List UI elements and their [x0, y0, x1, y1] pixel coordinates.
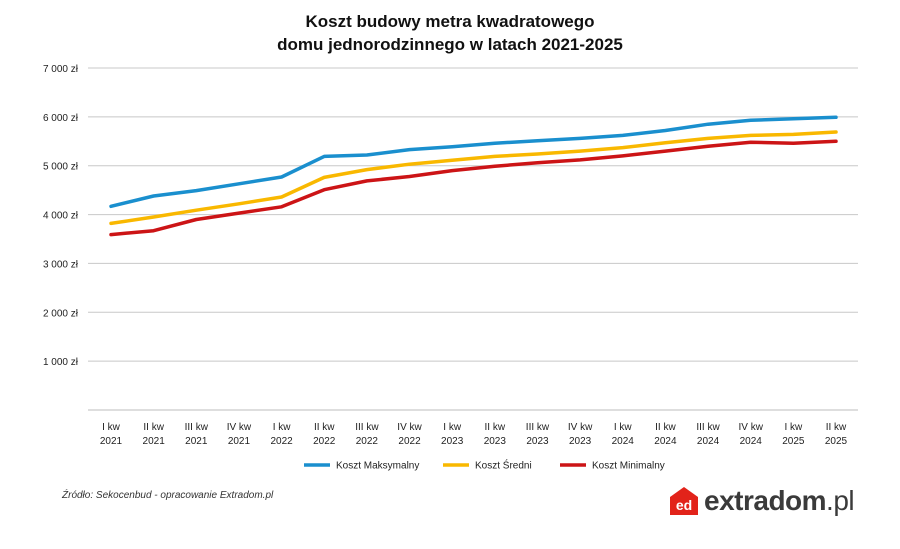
x-tick-label-year: 2025 — [782, 436, 805, 447]
x-tick-label-quarter: I kw — [273, 422, 292, 433]
series-line-max — [109, 115, 838, 209]
series-lines — [109, 115, 838, 237]
legend-label: Koszt Średni — [475, 459, 532, 472]
y-tick-label: 2 000 zł — [43, 308, 79, 319]
y-tick-label: 6 000 zł — [43, 113, 79, 124]
x-tick-label-quarter: I kw — [443, 422, 462, 433]
y-tick-label: 3 000 zł — [43, 259, 79, 270]
y-tick-label: 4 000 zł — [43, 211, 79, 222]
y-tick-label: 5 000 zł — [43, 162, 79, 173]
x-tick-label-year: 2024 — [612, 436, 635, 447]
x-tick-label-year: 2024 — [697, 436, 720, 447]
series-line-avg — [109, 130, 838, 226]
x-tick-label-quarter: II kw — [485, 422, 506, 433]
x-tick-label-year: 2022 — [270, 436, 293, 447]
x-tick-label-quarter: IV kw — [227, 422, 252, 433]
x-tick-label-year: 2022 — [398, 436, 421, 447]
legend-label: Koszt Maksymalny — [336, 461, 419, 472]
logo-wordmark: extradom.pl — [704, 485, 855, 517]
x-tick-label-year: 2021 — [143, 436, 166, 447]
x-tick-label-quarter: I kw — [614, 422, 633, 433]
x-tick-label-year: 2021 — [228, 436, 251, 447]
x-tick-label-quarter: IV kw — [568, 422, 593, 433]
x-tick-label-quarter: II kw — [826, 422, 847, 433]
x-tick-label-quarter: IV kw — [738, 422, 763, 433]
logo-badge-text: ed — [676, 497, 692, 513]
chart-title: Koszt budowy metra kwadratowego domu jed… — [0, 10, 900, 56]
x-tick-label-year: 2023 — [441, 436, 464, 447]
gridlines — [88, 67, 858, 411]
y-tick-label: 1 000 zł — [43, 357, 79, 368]
legend: Koszt Maksymalny Koszt Średni Koszt Minima… — [304, 459, 665, 472]
y-axis-tick-labels: 1 000 zł 2 000 zł 3 000 zł 4 000 zł 5 000 zł… — [43, 64, 79, 368]
x-tick-label-quarter: III kw — [696, 422, 720, 433]
x-tick-label-quarter: II kw — [314, 422, 335, 433]
x-tick-label-year: 2021 — [185, 436, 208, 447]
chart-title-line-1: Koszt budowy metra kwadratowego — [305, 12, 595, 31]
logo-tld: .pl — [826, 485, 855, 516]
x-tick-label-quarter: II kw — [143, 422, 164, 433]
house-logo-icon: ed — [670, 487, 698, 515]
x-tick-label-year: 2024 — [654, 436, 677, 447]
chart-title-line-2: domu jednorodzinnego w latach 2021-2025 — [277, 35, 623, 54]
series-line-min — [109, 139, 838, 237]
y-tick-label: 7 000 zł — [43, 64, 79, 75]
x-tick-label-year: 2023 — [484, 436, 507, 447]
x-tick-label-quarter: I kw — [784, 422, 803, 433]
x-tick-label-quarter: III kw — [185, 422, 209, 433]
x-tick-label-quarter: I kw — [102, 422, 121, 433]
x-tick-label-year: 2021 — [100, 436, 123, 447]
x-tick-label-quarter: III kw — [526, 422, 550, 433]
extradom-logo: ed extradom.pl — [668, 485, 855, 517]
x-tick-label-year: 2023 — [569, 436, 592, 447]
x-tick-label-quarter: II kw — [655, 422, 676, 433]
source-note: Źródło: Sekocenbud - opracowanie Extrado… — [62, 490, 274, 501]
x-tick-label-year: 2025 — [825, 436, 848, 447]
x-tick-label-quarter: IV kw — [397, 422, 422, 433]
logo-name: extradom — [704, 485, 827, 516]
x-tick-label-year: 2023 — [526, 436, 549, 447]
x-tick-label-quarter: III kw — [355, 422, 379, 433]
x-tick-label-year: 2022 — [313, 436, 336, 447]
x-tick-label-year: 2024 — [740, 436, 763, 447]
x-tick-label-year: 2022 — [356, 436, 379, 447]
x-axis-tick-labels: I kw 2021 II kw 2021 III kw 2021 IV kw 2021 I kw… — [100, 422, 848, 447]
legend-label: Koszt Minimalny — [592, 461, 665, 472]
